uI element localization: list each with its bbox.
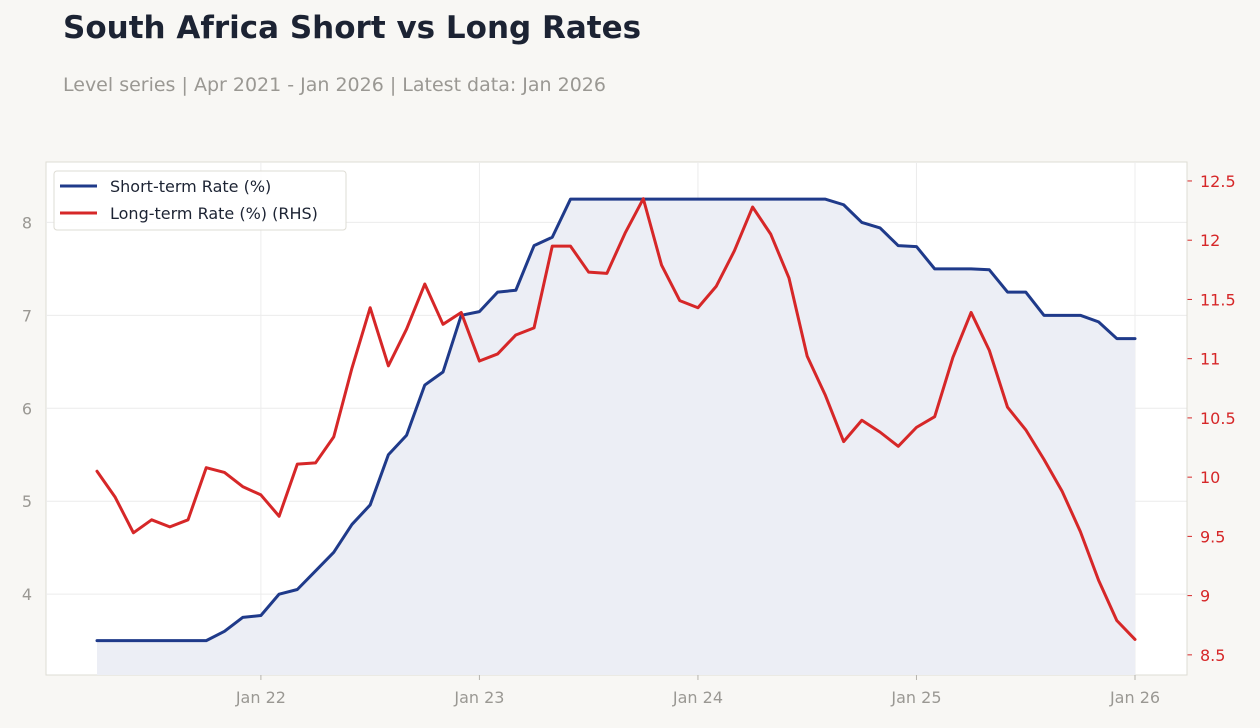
legend-box [53, 170, 347, 231]
y2-tick-label: 11 [1200, 350, 1220, 369]
legend: Short-term Rate (%) Long-term Rate (%) (… [53, 170, 347, 231]
y-tick-label: 4 [22, 585, 32, 604]
y-tick-label: 6 [22, 399, 32, 418]
y2-tick-label: 12.5 [1200, 172, 1236, 191]
y2-tick-label: 9 [1200, 587, 1210, 606]
y-tick-label: 7 [22, 306, 32, 325]
y2-tick-label: 10.5 [1200, 409, 1236, 428]
y2-tick-label: 8.5 [1200, 646, 1225, 665]
series-line-1 [95, 197, 1137, 641]
axes-layer: 4 5 6 7 8 Jan 22 Jan 23 Jan 24 Jan 25 Jan 26 8.5 9 9… [22, 162, 1236, 707]
y-tick-label: 8 [22, 213, 32, 232]
series-area-0 [97, 199, 1135, 676]
legend-label-long: Long-term Rate (%) (RHS) [110, 204, 318, 223]
y2-tick-label: 9.5 [1200, 527, 1225, 546]
legend-label-short: Short-term Rate (%) [110, 177, 271, 196]
y2-tick-label: 10 [1200, 468, 1220, 487]
series-line-0 [95, 197, 1137, 643]
x-tick-label: Jan 25 [890, 688, 941, 707]
x-tick-label: Jan 22 [235, 688, 286, 707]
y-tick-label: 5 [22, 492, 32, 511]
x-tick-label: Jan 24 [672, 688, 723, 707]
chart-title: South Africa Short vs Long Rates [63, 10, 642, 46]
x-tick-label: Jan 26 [1109, 688, 1160, 707]
y2-tick-label: 11.5 [1200, 290, 1236, 309]
x-tick-label: Jan 23 [453, 688, 504, 707]
lines-layer [95, 197, 1137, 643]
fill-layer [97, 199, 1135, 676]
chart-subtitle: Level series | Apr 2021 - Jan 2026 | Lat… [63, 74, 606, 96]
y2-tick-label: 12 [1200, 231, 1220, 250]
